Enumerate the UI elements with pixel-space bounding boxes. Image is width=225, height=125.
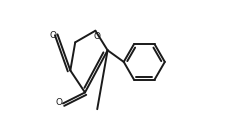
Text: O: O bbox=[50, 31, 57, 40]
Text: O: O bbox=[93, 32, 100, 41]
Text: O: O bbox=[56, 98, 63, 107]
